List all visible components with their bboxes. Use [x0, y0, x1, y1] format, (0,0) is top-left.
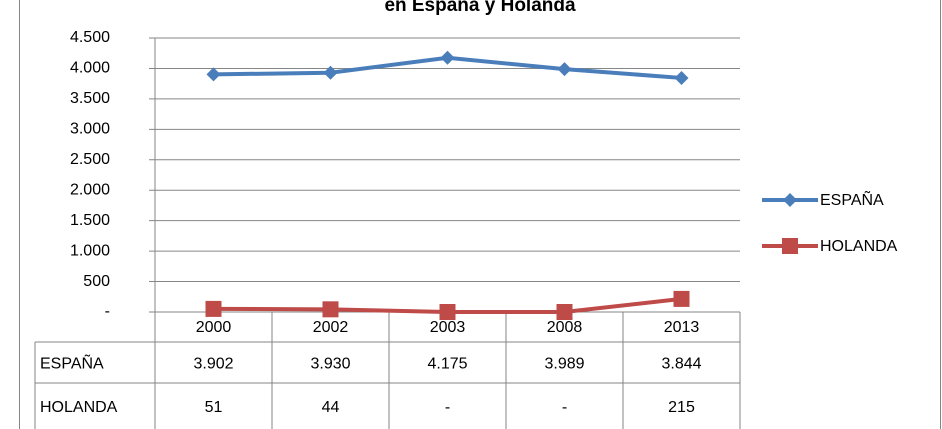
y-tick-label: 2.500	[70, 151, 110, 168]
y-tick-label: 500	[83, 273, 110, 290]
legend-marker	[782, 238, 798, 254]
x-tick-label: 2013	[664, 319, 700, 336]
y-tick-label: 1.500	[70, 212, 110, 229]
table-cell: 3.844	[661, 356, 701, 373]
x-tick-label: 2002	[313, 319, 349, 336]
table-row-label: HOLANDA	[40, 399, 118, 416]
marker	[323, 65, 338, 80]
x-tick-label: 2008	[547, 319, 583, 336]
table-cell: 51	[205, 399, 223, 416]
y-tick-label: 1.000	[70, 242, 110, 259]
y-tick-label: 4.500	[70, 29, 110, 46]
y-tick-label: 4.000	[70, 60, 110, 77]
legend-label: HOLANDA	[820, 238, 898, 255]
y-tick-label: 3.500	[70, 90, 110, 107]
x-tick-label: 2000	[196, 319, 232, 336]
marker	[322, 301, 339, 318]
y-tick-label: -	[105, 303, 110, 320]
marker	[439, 304, 456, 320]
marker	[205, 300, 222, 317]
marker	[673, 290, 690, 307]
table-cell: 215	[668, 399, 695, 416]
x-tick-label: 2003	[430, 319, 466, 336]
table-cell: 4.175	[427, 356, 467, 373]
table-row-label: ESPAÑA	[40, 353, 104, 373]
table-cell: 3.930	[310, 356, 350, 373]
marker	[556, 304, 573, 320]
y-tick-label: 2.000	[70, 181, 110, 198]
marker	[206, 67, 221, 82]
marker	[557, 62, 572, 77]
marker	[440, 50, 455, 65]
table-cell: -	[562, 399, 567, 416]
chart-title: en España y Holanda	[384, 0, 576, 16]
y-tick-label: 3.000	[70, 121, 110, 138]
table-cell: 3.989	[544, 356, 584, 373]
marker	[674, 70, 689, 85]
table-cell: 44	[322, 399, 340, 416]
legend-label: ESPAÑA	[820, 189, 884, 209]
table-cell: 3.902	[193, 356, 233, 373]
legend-marker	[783, 193, 797, 207]
table-cell: -	[445, 399, 450, 416]
chart-border	[19, 0, 941, 429]
